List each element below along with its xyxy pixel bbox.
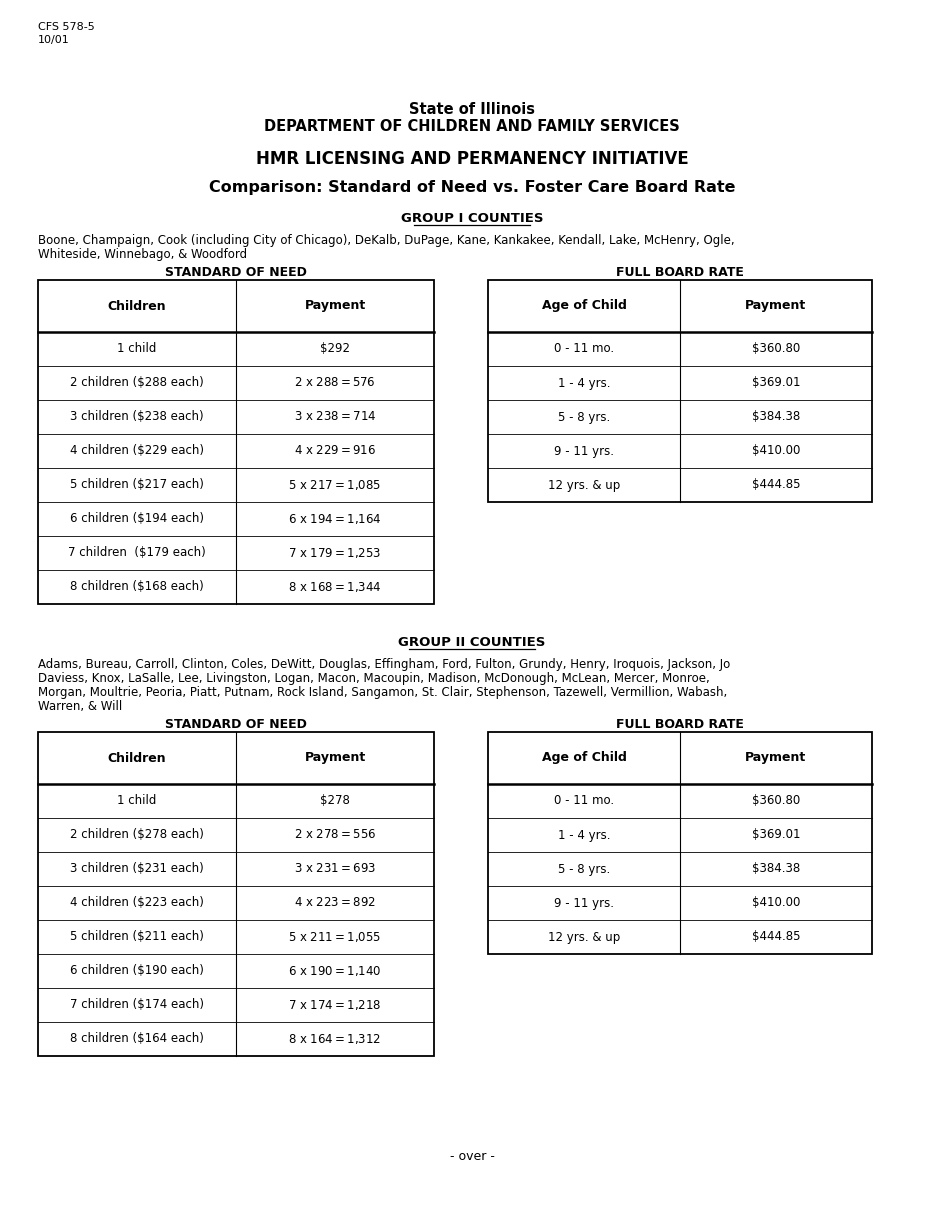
Text: 8 x $168 = $1,344: 8 x $168 = $1,344 [288, 580, 382, 594]
Text: Age of Child: Age of Child [542, 752, 627, 765]
Text: - over -: - over - [449, 1150, 495, 1163]
Text: DEPARTMENT OF CHILDREN AND FAMILY SERVICES: DEPARTMENT OF CHILDREN AND FAMILY SERVIC… [264, 119, 680, 134]
Text: $292: $292 [320, 342, 350, 356]
Text: Morgan, Moultrie, Peoria, Piatt, Putnam, Rock Island, Sangamon, St. Clair, Steph: Morgan, Moultrie, Peoria, Piatt, Putnam,… [38, 686, 727, 699]
Text: 8 x $164 = $1,312: 8 x $164 = $1,312 [288, 1033, 381, 1046]
Text: $369.01: $369.01 [751, 829, 801, 842]
Text: 6 x $190 = $1,140: 6 x $190 = $1,140 [288, 964, 381, 978]
Text: 4 children ($223 each): 4 children ($223 each) [70, 897, 204, 909]
Text: Comparison: Standard of Need vs. Foster Care Board Rate: Comparison: Standard of Need vs. Foster … [209, 180, 735, 196]
Text: 7 children  ($179 each): 7 children ($179 each) [68, 546, 206, 560]
Text: Boone, Champaign, Cook (including City of Chicago), DeKalb, DuPage, Kane, Kankak: Boone, Champaign, Cook (including City o… [38, 233, 734, 247]
Text: 2 x $288 = $576: 2 x $288 = $576 [295, 376, 376, 390]
Text: Children: Children [108, 299, 166, 313]
Text: STANDARD OF NEED: STANDARD OF NEED [165, 719, 307, 731]
Text: 5 - 8 yrs.: 5 - 8 yrs. [558, 411, 610, 424]
Text: 4 x $223 = $892: 4 x $223 = $892 [295, 897, 376, 909]
Text: 12 yrs. & up: 12 yrs. & up [548, 479, 620, 491]
Text: State of Illinois: State of Illinois [409, 101, 535, 117]
Text: 6 children ($194 each): 6 children ($194 each) [70, 512, 204, 525]
Text: STANDARD OF NEED: STANDARD OF NEED [165, 266, 307, 279]
Text: 7 x $174 = $1,218: 7 x $174 = $1,218 [288, 998, 381, 1012]
Text: 8 children ($164 each): 8 children ($164 each) [70, 1033, 204, 1046]
Text: CFS 578-5: CFS 578-5 [38, 22, 94, 32]
Text: FULL BOARD RATE: FULL BOARD RATE [616, 719, 744, 731]
Text: FULL BOARD RATE: FULL BOARD RATE [616, 266, 744, 279]
Text: 7 x $179 = $1,253: 7 x $179 = $1,253 [288, 546, 381, 560]
Text: 0 - 11 mo.: 0 - 11 mo. [554, 342, 614, 356]
Text: 10/01: 10/01 [38, 35, 70, 45]
Bar [488, 732, 872, 954]
Text: 9 - 11 yrs.: 9 - 11 yrs. [554, 445, 614, 457]
Text: 3 x $238 = $714: 3 x $238 = $714 [294, 411, 377, 424]
Text: 0 - 11 mo.: 0 - 11 mo. [554, 794, 614, 808]
Text: 5 children ($217 each): 5 children ($217 each) [70, 479, 204, 491]
Text: 6 children ($190 each): 6 children ($190 each) [70, 964, 204, 978]
Text: Daviess, Knox, LaSalle, Lee, Livingston, Logan, Macon, Macoupin, Madison, McDono: Daviess, Knox, LaSalle, Lee, Livingston,… [38, 672, 710, 686]
Text: 2 x $278 = $556: 2 x $278 = $556 [294, 829, 377, 842]
Text: $444.85: $444.85 [751, 479, 801, 491]
Text: $384.38: $384.38 [751, 411, 801, 424]
Text: 1 child: 1 child [117, 794, 157, 808]
Text: Whiteside, Winnebago, & Woodford: Whiteside, Winnebago, & Woodford [38, 248, 247, 262]
Bar [38, 732, 434, 1056]
Text: Age of Child: Age of Child [542, 299, 627, 313]
Text: $360.80: $360.80 [751, 342, 801, 356]
Text: $410.00: $410.00 [751, 445, 801, 457]
Text: 6 x $194 = $1,164: 6 x $194 = $1,164 [288, 512, 382, 525]
Text: 1 child: 1 child [117, 342, 157, 356]
Text: $278: $278 [320, 794, 350, 808]
Text: Adams, Bureau, Carroll, Clinton, Coles, DeWitt, Douglas, Effingham, Ford, Fulton: Adams, Bureau, Carroll, Clinton, Coles, … [38, 657, 731, 671]
Text: 5 x $211 = $1,055: 5 x $211 = $1,055 [288, 930, 381, 945]
Text: Warren, & Will: Warren, & Will [38, 700, 123, 712]
Text: Payment: Payment [746, 299, 806, 313]
Bar [488, 280, 872, 502]
Text: 2 children ($288 each): 2 children ($288 each) [70, 376, 204, 390]
Text: GROUP II COUNTIES: GROUP II COUNTIES [398, 635, 546, 649]
Text: Payment: Payment [304, 752, 365, 765]
Text: 4 children ($229 each): 4 children ($229 each) [70, 445, 204, 457]
Text: Payment: Payment [304, 299, 365, 313]
Text: 5 children ($211 each): 5 children ($211 each) [70, 930, 204, 943]
Bar [38, 280, 434, 604]
Text: 3 children ($231 each): 3 children ($231 each) [70, 863, 204, 875]
Text: 1 - 4 yrs.: 1 - 4 yrs. [558, 829, 610, 842]
Text: $360.80: $360.80 [751, 794, 801, 808]
Text: 9 - 11 yrs.: 9 - 11 yrs. [554, 897, 614, 909]
Text: Children: Children [108, 752, 166, 765]
Text: 5 x $217 = $1,085: 5 x $217 = $1,085 [288, 478, 381, 492]
Text: GROUP I COUNTIES: GROUP I COUNTIES [401, 211, 543, 225]
Text: $384.38: $384.38 [751, 863, 801, 875]
Text: $444.85: $444.85 [751, 930, 801, 943]
Text: 4 x $229 = $916: 4 x $229 = $916 [294, 445, 376, 457]
Text: 7 children ($174 each): 7 children ($174 each) [70, 998, 204, 1012]
Text: 8 children ($168 each): 8 children ($168 each) [70, 580, 204, 594]
Text: $410.00: $410.00 [751, 897, 801, 909]
Text: 12 yrs. & up: 12 yrs. & up [548, 930, 620, 943]
Text: Payment: Payment [746, 752, 806, 765]
Text: 2 children ($278 each): 2 children ($278 each) [70, 829, 204, 842]
Text: 3 x $231 = $693: 3 x $231 = $693 [294, 863, 376, 875]
Text: 5 - 8 yrs.: 5 - 8 yrs. [558, 863, 610, 875]
Text: 1 - 4 yrs.: 1 - 4 yrs. [558, 376, 610, 390]
Text: HMR LICENSING AND PERMANENCY INITIATIVE: HMR LICENSING AND PERMANENCY INITIATIVE [256, 150, 688, 167]
Text: $369.01: $369.01 [751, 376, 801, 390]
Text: 3 children ($238 each): 3 children ($238 each) [70, 411, 204, 424]
